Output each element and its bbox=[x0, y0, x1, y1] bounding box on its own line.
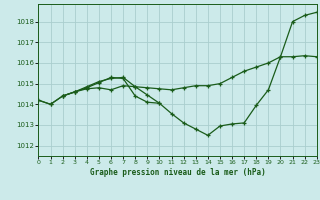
X-axis label: Graphe pression niveau de la mer (hPa): Graphe pression niveau de la mer (hPa) bbox=[90, 168, 266, 177]
